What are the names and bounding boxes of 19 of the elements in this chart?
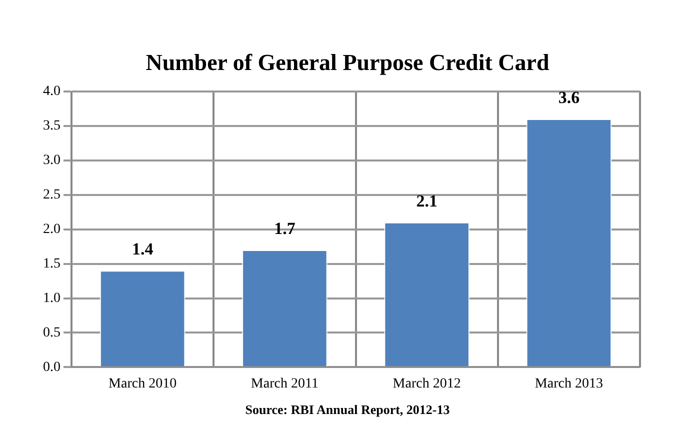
y-tick-label: 0.5 <box>43 325 60 340</box>
y-tick-label: 3.5 <box>43 118 60 134</box>
chart-title: Number of General Purpose Credit Card <box>144 50 550 76</box>
x-tick-label: March 2010 <box>108 376 177 392</box>
y-tick-label: 1.0 <box>43 290 60 306</box>
y-tick-label: 2.0 <box>43 222 60 237</box>
data-label: 1.4 <box>132 240 154 259</box>
y-tick-label: 1.5 <box>43 256 60 272</box>
x-tick-label: March 2012 <box>392 376 461 392</box>
y-tick-label: 4.0 <box>43 84 60 100</box>
x-tick-label: March 2013 <box>534 376 603 392</box>
data-label: 3.6 <box>558 88 580 107</box>
y-tick-label: 2.5 <box>43 187 60 202</box>
y-tick-label: 3.0 <box>43 153 60 168</box>
data-label: 2.1 <box>416 191 438 210</box>
x-tick-label: March 2011 <box>250 376 318 392</box>
source-note: Source: RBI Annual Report, 2012-13 <box>244 402 451 418</box>
y-tick-label: 0.0 <box>43 360 60 375</box>
data-label: 1.7 <box>274 218 296 238</box>
